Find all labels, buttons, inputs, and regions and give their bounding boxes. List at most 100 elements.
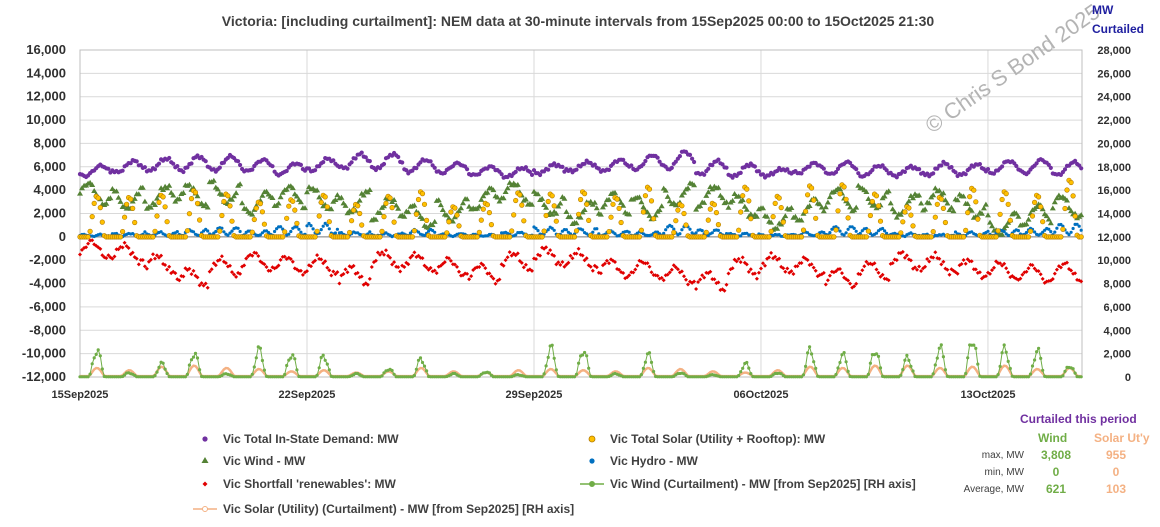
series-shortfall-point — [448, 258, 453, 263]
series-solar-point — [164, 219, 170, 225]
series-hydro-point — [883, 229, 887, 233]
series-shortfall-point — [290, 259, 295, 264]
series-solar-point — [942, 219, 949, 226]
series-wind-curtailment-point — [581, 353, 585, 357]
series-shortfall-point — [941, 259, 946, 264]
series-wind-point — [760, 205, 766, 211]
series-wind-curtailment-point — [587, 366, 591, 370]
series-wind-curtailment-point — [183, 375, 187, 379]
series-solar-point — [669, 234, 675, 240]
series-shortfall-point — [1036, 269, 1041, 274]
series-wind-point — [837, 186, 843, 191]
series-wind-point — [500, 195, 507, 201]
series-demand-point — [669, 165, 674, 170]
series-solar-point — [387, 195, 393, 201]
series-wind-curtailment-point — [874, 352, 879, 356]
series-shortfall-point — [795, 264, 800, 269]
series-solar-point — [383, 200, 389, 206]
series-solar-point — [351, 207, 357, 213]
series-shortfall-point — [432, 268, 437, 273]
series-demand-point — [856, 171, 861, 176]
series-wind-point — [782, 213, 789, 219]
series-wind-point — [851, 207, 858, 213]
series-wind-point — [210, 177, 217, 183]
series-shortfall-point — [584, 256, 589, 261]
left-tick-label: -4,000 — [29, 276, 66, 291]
series-shortfall-point — [173, 271, 178, 276]
series-wind-point — [705, 189, 712, 195]
series-shortfall-point — [78, 252, 82, 257]
series-shortfall-point — [862, 264, 867, 269]
series-wind-point — [897, 211, 904, 217]
series-wind-curtailment-point — [572, 375, 577, 379]
series-shortfall-point — [947, 272, 952, 277]
series-shortfall-point — [923, 264, 928, 269]
right-axis-label-line1: MW — [1092, 3, 1114, 17]
series-shortfall-point — [165, 267, 170, 272]
series-shortfall-point — [694, 287, 699, 291]
series-wind-point — [719, 195, 726, 201]
series-shortfall-point — [519, 260, 524, 265]
series-wind-curtailment-point — [779, 372, 783, 376]
series-solar-point — [486, 210, 493, 216]
series-hydro-point — [970, 230, 974, 234]
series-hydro-point — [672, 227, 676, 231]
series-wind-point — [496, 198, 503, 204]
series-demand-point — [552, 161, 557, 166]
series-wind-point — [885, 188, 892, 194]
series-hydro-point — [368, 230, 372, 234]
series-wind-curtailment-point — [260, 358, 264, 363]
series-shortfall-point — [142, 264, 147, 269]
series-shortfall-point — [521, 265, 526, 270]
series-wind-point — [664, 193, 671, 199]
series-wind-point — [304, 189, 310, 195]
series-shortfall-point — [256, 254, 261, 258]
series-shortfall-point — [973, 267, 978, 272]
series-demand-point — [854, 167, 859, 172]
series-shortfall-point — [645, 261, 650, 266]
series-wind-curtailment-point — [876, 354, 881, 358]
series-shortfall-point — [209, 267, 214, 272]
series-shortfall-point — [692, 279, 697, 284]
series-solar-point — [1058, 234, 1064, 240]
series-wind-point — [77, 190, 83, 196]
series-wind-point — [638, 199, 645, 205]
series-demand-point — [821, 166, 826, 171]
series-wind-curtailment-point — [293, 357, 297, 361]
series-wind-curtailment-point — [250, 372, 254, 376]
series-wind-point — [1045, 216, 1052, 222]
series-hydro-point — [1049, 230, 1053, 234]
series-wind-point — [395, 205, 402, 211]
legend-label: Vic Hydro - MW — [610, 454, 698, 468]
series-demand-point — [706, 166, 711, 171]
series-demand-point — [760, 172, 766, 177]
legend-item: Vic Wind (Curtailment) - MW [from Sep202… — [580, 477, 916, 491]
series-hydro-point — [716, 228, 721, 232]
series-solar-point — [507, 234, 513, 240]
series-demand-point — [560, 164, 565, 169]
series-wind-point — [978, 210, 985, 216]
series-solar-point — [877, 218, 884, 224]
series-shortfall-point — [380, 250, 384, 255]
series-shortfall-point — [507, 250, 512, 255]
series-demand-point — [677, 154, 683, 159]
series-shortfall-point — [726, 271, 731, 276]
series-wind-point — [514, 181, 521, 187]
series-shortfall-point — [1020, 272, 1025, 277]
series-shortfall-point — [722, 288, 727, 293]
series-solar-point — [286, 203, 292, 209]
series-shortfall-point — [1018, 276, 1023, 281]
series-shortfall-point — [769, 250, 774, 255]
series-shortfall-point — [388, 255, 393, 260]
series-wind-curtailment-point — [185, 372, 189, 376]
series-solar-point — [480, 206, 486, 212]
series-wind-curtailment-point — [836, 366, 840, 370]
series-wind-point — [820, 208, 827, 214]
series-solar-point — [971, 187, 977, 193]
series-shortfall-point — [661, 278, 666, 283]
left-tick-label: 6,000 — [33, 159, 66, 174]
left-tick-label: 10,000 — [26, 112, 66, 127]
series-shortfall-point — [890, 261, 895, 266]
series-solar-point — [99, 219, 105, 225]
